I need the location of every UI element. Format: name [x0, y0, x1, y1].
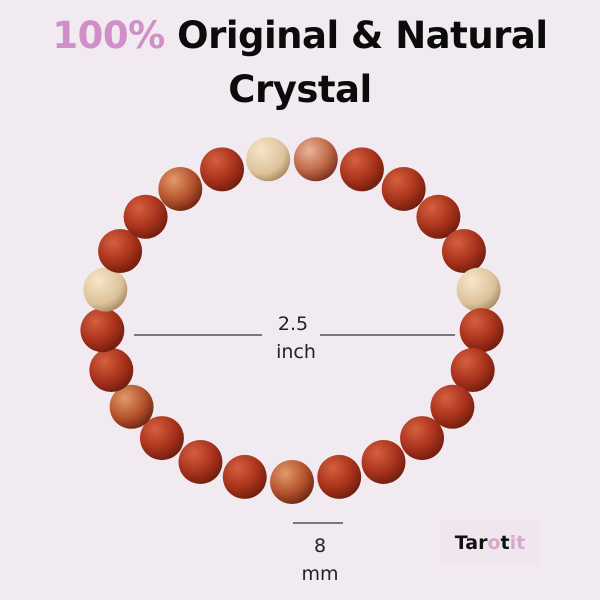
- diameter-value: 2.5: [277, 313, 309, 335]
- bead-mottled: [158, 166, 203, 211]
- diameter-unit: inch: [276, 341, 316, 363]
- bead-cream: [83, 267, 128, 312]
- bead-red: [178, 439, 223, 484]
- bead-size-unit: mm: [301, 563, 339, 585]
- bead-red: [317, 454, 362, 499]
- headline-accent: 100%: [52, 14, 165, 57]
- logo-text: o: [487, 531, 501, 554]
- bead-red: [89, 348, 134, 393]
- bead-red: [450, 348, 495, 393]
- bead-red: [339, 147, 384, 192]
- logo-text: it: [509, 531, 526, 554]
- bead-red: [222, 454, 267, 499]
- bead-cream: [456, 267, 501, 312]
- logo-text: Tar: [454, 531, 488, 554]
- bead-red: [400, 416, 445, 461]
- bead-cream: [246, 137, 291, 182]
- bead-red: [441, 229, 486, 274]
- bead-mottled: [109, 384, 154, 429]
- bead-red: [98, 229, 143, 274]
- headline-line-1: 100% Original & Natural: [0, 14, 600, 57]
- bead-size-value: 8: [313, 535, 327, 557]
- bead-red: [361, 439, 406, 484]
- headline-line-2: Crystal: [228, 68, 372, 111]
- headline-text: Original & Natural: [177, 14, 548, 57]
- bead-red: [459, 308, 504, 353]
- bead-red: [123, 194, 168, 239]
- bead-mottled: [270, 460, 314, 504]
- brand-logo: Tar o t it: [440, 520, 540, 565]
- bead-striped: [293, 137, 338, 182]
- logo-text: t: [500, 531, 510, 554]
- bead-red: [80, 308, 125, 353]
- bead-red: [200, 147, 245, 192]
- bead-red: [381, 166, 426, 211]
- bead-red: [139, 416, 184, 461]
- bead-red: [430, 384, 475, 429]
- bead-red: [416, 194, 461, 239]
